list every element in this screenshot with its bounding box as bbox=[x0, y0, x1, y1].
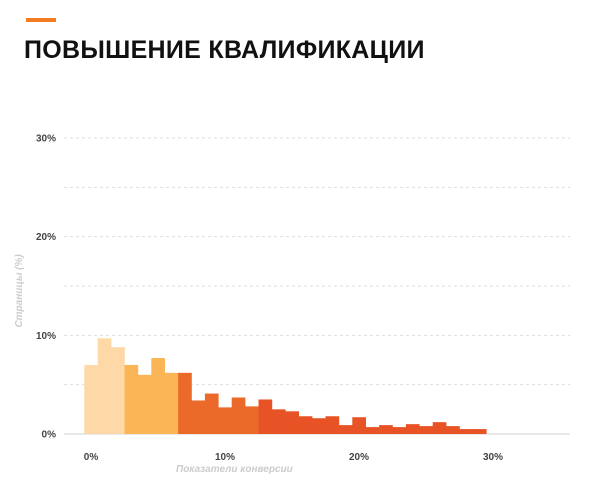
histogram-bar bbox=[245, 406, 259, 434]
histogram-bar bbox=[419, 426, 433, 434]
histogram-bar bbox=[312, 418, 326, 434]
histogram-bar bbox=[285, 411, 299, 434]
histogram-bar bbox=[472, 429, 487, 434]
histogram-bar bbox=[231, 397, 246, 434]
histogram-bar bbox=[178, 372, 192, 434]
x-tick-label: 0% bbox=[84, 452, 99, 463]
histogram-bar bbox=[432, 422, 447, 434]
histogram-bar bbox=[459, 429, 474, 434]
histogram-bars bbox=[84, 338, 487, 434]
histogram-bar bbox=[298, 416, 313, 434]
histogram-bar bbox=[258, 399, 273, 434]
x-tick-label: 20% bbox=[349, 452, 369, 463]
title-accent-bar bbox=[26, 18, 56, 22]
histogram-bar bbox=[446, 426, 460, 434]
y-tick-label: 30% bbox=[36, 134, 56, 145]
x-axis-label: Показатели конверсии bbox=[176, 464, 293, 475]
histogram-bar bbox=[191, 400, 206, 434]
histogram-bar bbox=[111, 347, 125, 434]
histogram-bar bbox=[124, 364, 139, 434]
histogram-bar bbox=[218, 407, 232, 434]
axis-ticks: 0% 10% 20% 30% 0% 10% 20% 30% bbox=[36, 134, 503, 464]
histogram-bar bbox=[379, 425, 393, 434]
histogram-bar bbox=[365, 427, 380, 434]
histogram-bar bbox=[325, 416, 340, 434]
histogram-bar bbox=[137, 374, 152, 434]
y-tick-label: 20% bbox=[36, 232, 56, 243]
histogram-bar bbox=[352, 417, 366, 434]
histogram-bar bbox=[84, 364, 98, 434]
y-tick-label: 0% bbox=[42, 430, 57, 441]
histogram-bar bbox=[271, 409, 286, 434]
histogram-bar bbox=[204, 393, 219, 434]
histogram-bar bbox=[164, 372, 179, 434]
y-tick-label: 10% bbox=[36, 331, 56, 342]
histogram-bar bbox=[97, 338, 112, 434]
y-axis-label: Страницы (%) bbox=[14, 254, 25, 328]
x-tick-label: 30% bbox=[483, 452, 503, 463]
histogram-bar bbox=[338, 425, 353, 434]
page-title: ПОВЫШЕНИЕ КВАЛИФИКАЦИИ bbox=[24, 36, 425, 64]
x-tick-label: 10% bbox=[215, 452, 235, 463]
histogram-bar bbox=[405, 424, 420, 434]
histogram-bar bbox=[392, 427, 407, 434]
histogram-bar bbox=[151, 358, 165, 434]
